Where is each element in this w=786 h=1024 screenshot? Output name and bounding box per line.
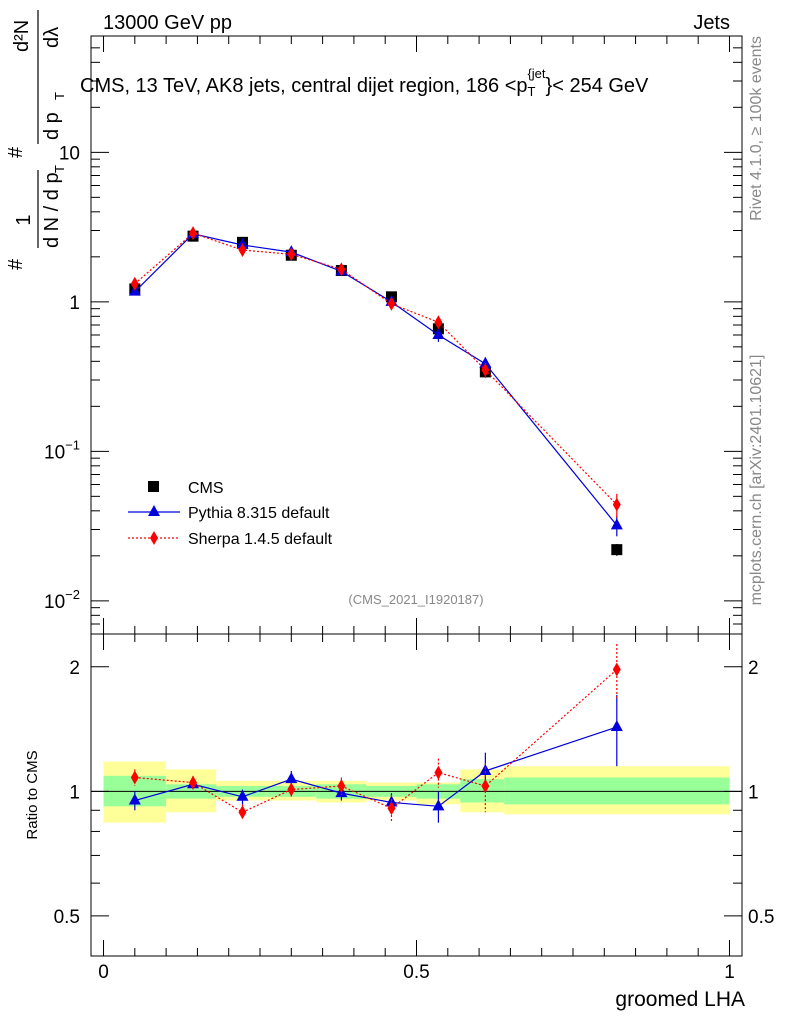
main-ytick-label-base: 1	[69, 293, 80, 314]
main-ytick-label: 1	[69, 293, 80, 314]
ratio-band-inner	[460, 779, 505, 803]
ratio-y-tick-labels: 0.5 0.5 1 1 2 2	[54, 658, 775, 928]
ratio-point-0	[432, 799, 445, 811]
main-point-2	[387, 296, 396, 311]
legend-sherpa-marker	[150, 531, 158, 545]
main-point-2	[337, 262, 346, 277]
main-ytick-label-exponent: −2	[65, 587, 80, 602]
legend-pythia-marker	[148, 505, 160, 516]
legend-cms-marker	[148, 481, 159, 492]
ratio-point-1	[130, 770, 139, 785]
ratio-ytick-label-right: 0.5	[748, 907, 774, 928]
x-axis-label: groomed LHA	[615, 988, 745, 1011]
legend-sherpa-label: Sherpa 1.4.5 default	[188, 531, 333, 548]
main-ytick-label-exponent: −1	[65, 437, 80, 452]
ylabel-dN: d N / d p	[41, 172, 63, 248]
ylabel-T2: T	[52, 92, 67, 100]
ylabel-d2N: d²N	[11, 20, 33, 52]
legend-pythia-label: Pythia 8.315 default	[188, 505, 330, 522]
ylabel-hash-1: #	[5, 258, 27, 270]
ratio-point-1	[387, 801, 396, 816]
ratio-ytick-label-left: 0.5	[54, 907, 80, 928]
ylabel-T1: T	[52, 165, 67, 173]
ratio-ytick-label-right: 1	[748, 782, 759, 803]
main-point-0	[611, 544, 623, 556]
main-series-layer	[128, 226, 623, 556]
ratio-ticks	[91, 634, 742, 957]
main-series-line-2	[134, 232, 618, 506]
chart-title-tail: }< 254 GeV	[546, 75, 650, 97]
main-ytick-label: 10−1	[44, 437, 80, 463]
energy-label: 13000 GeV pp	[103, 12, 232, 34]
ratio-point-0	[479, 763, 492, 775]
ratio-point-1	[287, 782, 296, 797]
ratio-ytick-label-left: 1	[69, 782, 80, 803]
chart-title-sup: {jet	[527, 66, 545, 81]
main-ticks	[91, 35, 742, 635]
xtick-label: 0	[98, 962, 109, 983]
ratio-ytick-label-left: 2	[69, 658, 80, 679]
main-point-2	[238, 243, 247, 258]
main-point-2	[130, 276, 139, 291]
ratio-point-0	[128, 793, 141, 805]
analysis-watermark: (CMS_2021_I1920187)	[348, 592, 483, 607]
main-ytick-label-base: 10	[44, 442, 65, 463]
main-point-2	[481, 362, 490, 377]
ratio-y-axis-label: Ratio to CMS	[24, 750, 41, 839]
main-ytick-label: 10−2	[44, 587, 80, 613]
main-point-2	[434, 315, 443, 330]
xtick-label: 0.5	[403, 962, 429, 983]
ratio-point-0	[610, 720, 623, 732]
ratio-point-1	[481, 779, 490, 794]
ratio-point-0	[285, 772, 298, 784]
legend: CMS Pythia 8.315 default Sherpa 1.4.5 de…	[128, 480, 333, 548]
ratio-point-0	[236, 789, 249, 801]
main-ytick-label: 10	[59, 143, 80, 164]
main-point-1	[479, 356, 492, 368]
rivet-label: Rivet 4.1.0, ≥ 100k events	[748, 36, 765, 221]
main-y-axis-label: # 1 d N / d p T # d²N d p T dλ	[5, 10, 67, 270]
main-point-2	[612, 497, 621, 512]
ylabel-hash-2: #	[5, 146, 27, 158]
ratio-point-1	[612, 662, 621, 677]
main-ytick-label-base: 10	[59, 143, 80, 164]
category-label: Jets	[693, 12, 730, 34]
chart-title-sub: T	[528, 84, 536, 99]
legend-cms-label: CMS	[188, 480, 224, 497]
ratio-point-1	[337, 779, 346, 794]
main-point-2	[189, 226, 198, 241]
ratio-series-layer	[128, 644, 623, 823]
chart-title-main: CMS, 13 TeV, AK8 jets, central dijet reg…	[80, 75, 528, 97]
ratio-uncertainty-bands	[103, 761, 730, 823]
ratio-point-1	[189, 775, 198, 790]
chart-title: CMS, 13 TeV, AK8 jets, central dijet reg…	[80, 66, 649, 99]
ratio-point-1	[238, 805, 247, 820]
ratio-ytick-label-right: 2	[748, 658, 759, 679]
ylabel-dp: d p	[41, 112, 63, 140]
xtick-label: 1	[724, 962, 735, 983]
ylabel-dlambda: dλ	[41, 27, 63, 48]
x-tick-labels: 0 0.5 1	[98, 962, 735, 983]
main-point-2	[287, 247, 296, 262]
mcplots-label: mcplots.cern.ch [arXiv:2401.10621]	[748, 355, 765, 606]
ylabel-one: 1	[13, 214, 35, 225]
main-ytick-label-base: 10	[44, 592, 65, 613]
main-point-1	[610, 518, 623, 530]
ratio-point-1	[434, 765, 443, 780]
main-point-1	[432, 328, 445, 339]
